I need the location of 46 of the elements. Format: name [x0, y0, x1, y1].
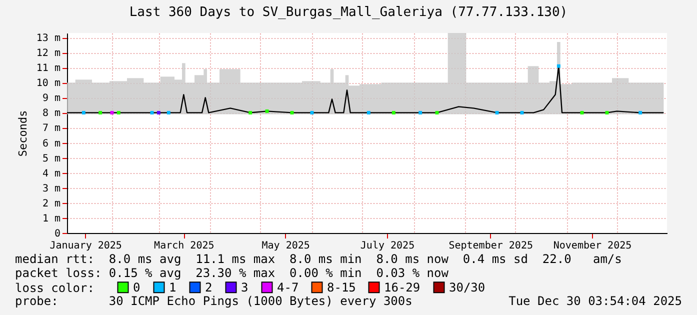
x-tick-label: May 2025 [262, 240, 310, 252]
legend-title: loss color: [15, 281, 94, 295]
legend-label: 0 [133, 280, 140, 294]
y-tick-label: 13 m [36, 33, 60, 44]
point [556, 64, 560, 68]
legend-label: 30/30 [449, 280, 486, 294]
y-tick-label: 12 m [36, 48, 60, 60]
point [248, 110, 252, 114]
x-tick-label: March 2025 [154, 240, 214, 252]
y-tick-label: 2 m [42, 198, 60, 210]
legend-label: 1 [169, 280, 176, 294]
text: packet loss: 0.15 % avg 23.30 % max 0.00 % min 0.03 % now [15, 266, 448, 280]
y-tick-label: 9 m [42, 93, 60, 104]
chart-title: Last 360 Days to SV_Burgas_Mall_Galeriya (77.77.133.130) [128, 5, 569, 20]
y-axis-title: Seconds [16, 110, 30, 157]
point [166, 110, 170, 114]
y-tick-label: 5 m [42, 153, 60, 164]
legend-label: 4-7 [277, 280, 299, 294]
point [82, 110, 86, 114]
y-tick-label: 10 m [36, 78, 60, 90]
y-tick-label: 11 m [36, 63, 60, 74]
x-tick-label: September 2025 [448, 240, 533, 252]
y-tick-label: 0 [54, 228, 60, 240]
legend-label: 8-15 [327, 280, 356, 294]
y-tick-label: 1 m [42, 213, 60, 224]
text: Tue Dec 30 03:54:04 2025 [508, 294, 682, 308]
point [418, 110, 422, 114]
text: median rtt: 8.0 ms avg 11.1 ms max 8.0 ms min 8.0 ms now 0.4 ms sd 22.0 am/s [15, 252, 622, 266]
legend-label: 3 [241, 280, 248, 294]
legend-label: 2 [205, 280, 212, 294]
y-tick-label: 8 m [42, 108, 60, 120]
y-tick-label: 6 m [42, 138, 60, 150]
point [156, 110, 160, 114]
x-tick-label: November 2025 [553, 240, 632, 252]
text: probe: 30 ICMP Echo Pings (1000 Bytes) every 300s [15, 294, 412, 308]
y-tick-label: 7 m [42, 123, 60, 134]
point [392, 110, 396, 114]
y-tick-label: 4 m [42, 168, 60, 180]
legend-label: 16-29 [384, 280, 420, 294]
point [366, 110, 370, 114]
point [116, 110, 120, 114]
x-tick-label: January 2025 [50, 240, 122, 252]
point [98, 110, 102, 114]
x-tick-label: July 2025 [360, 240, 415, 252]
y-tick-label: 3 m [42, 183, 60, 194]
point [638, 110, 642, 114]
